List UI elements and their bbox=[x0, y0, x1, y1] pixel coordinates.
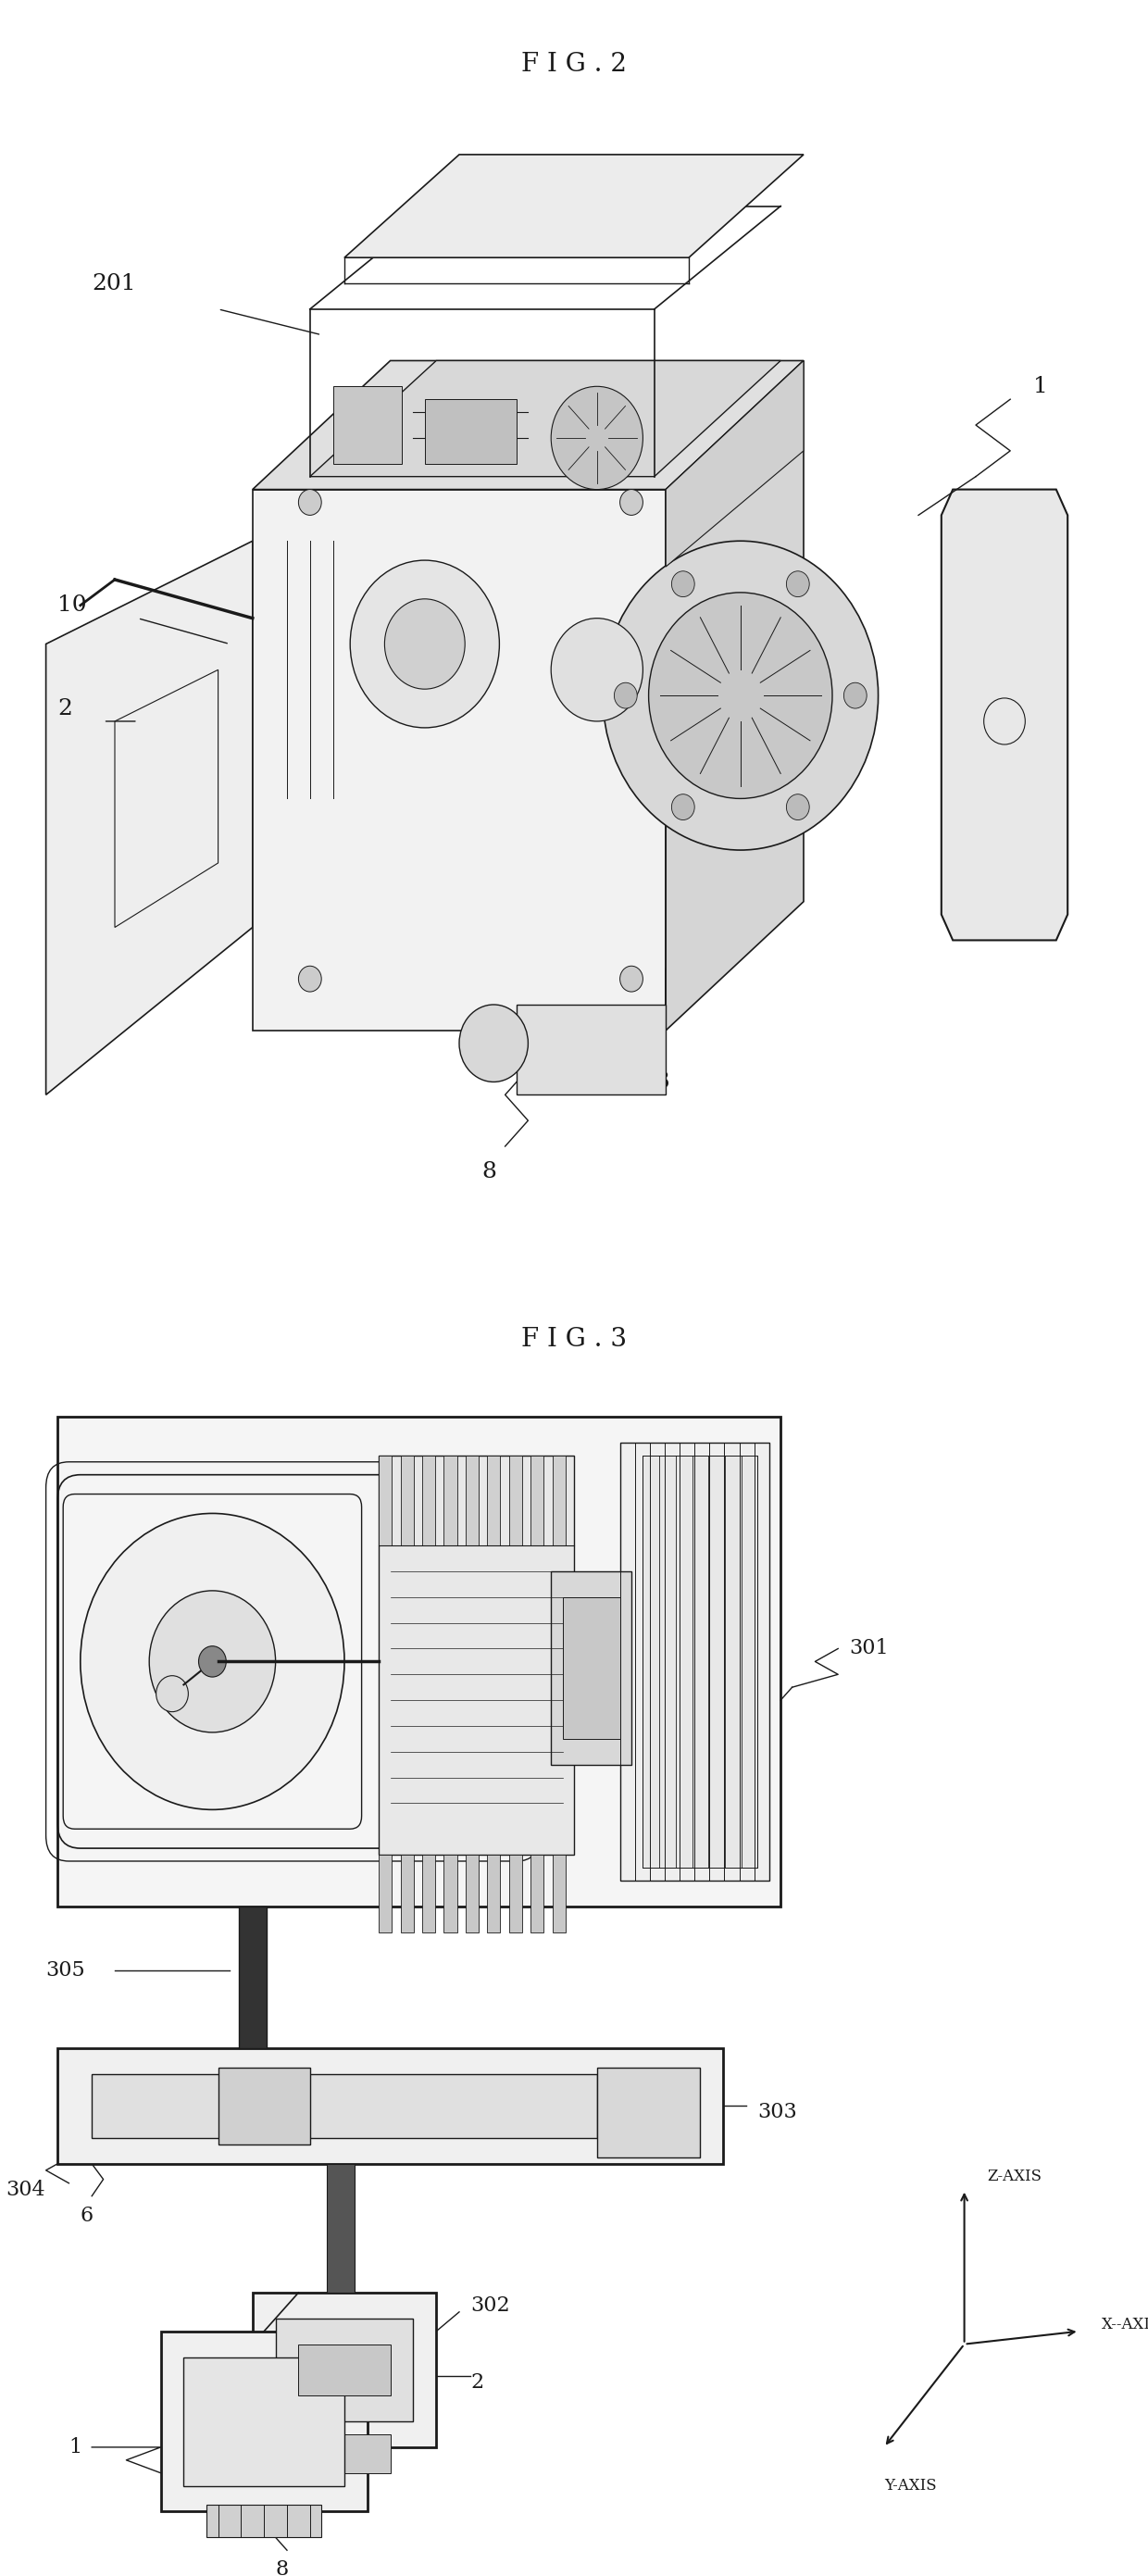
Bar bbox=[509, 1455, 522, 1546]
Circle shape bbox=[844, 683, 867, 708]
Bar bbox=[530, 1455, 544, 1546]
Bar bbox=[401, 1855, 413, 1932]
Polygon shape bbox=[310, 361, 781, 477]
Polygon shape bbox=[666, 361, 804, 567]
Bar bbox=[530, 1855, 544, 1932]
Circle shape bbox=[620, 966, 643, 992]
Polygon shape bbox=[253, 489, 666, 1030]
Text: 2: 2 bbox=[471, 2372, 483, 2393]
Bar bbox=[218, 2066, 310, 2143]
Bar bbox=[207, 2504, 321, 2537]
Bar bbox=[327, 2164, 355, 2293]
Bar bbox=[597, 2066, 700, 2159]
Text: 2: 2 bbox=[57, 698, 72, 719]
Bar bbox=[551, 1571, 631, 1765]
Circle shape bbox=[551, 618, 643, 721]
Text: 8: 8 bbox=[482, 1162, 497, 1182]
Bar bbox=[552, 1855, 565, 1932]
Circle shape bbox=[298, 489, 321, 515]
Bar bbox=[425, 399, 517, 464]
Bar bbox=[92, 2074, 597, 2138]
Text: F I G . 2: F I G . 2 bbox=[521, 52, 627, 77]
Bar bbox=[401, 1455, 413, 1546]
Bar bbox=[643, 1455, 758, 1868]
Bar bbox=[161, 2331, 367, 2512]
Bar bbox=[253, 2293, 436, 2447]
Polygon shape bbox=[46, 541, 253, 1095]
Circle shape bbox=[80, 1515, 344, 1808]
Text: 1: 1 bbox=[69, 2437, 82, 2458]
Bar bbox=[509, 1855, 522, 1932]
Bar bbox=[466, 1455, 479, 1546]
Circle shape bbox=[156, 1674, 188, 1713]
Bar bbox=[422, 1855, 435, 1932]
Bar bbox=[620, 1443, 769, 1880]
Polygon shape bbox=[517, 1005, 666, 1095]
Bar bbox=[379, 1455, 574, 1855]
Polygon shape bbox=[253, 361, 804, 489]
Circle shape bbox=[385, 600, 465, 688]
Circle shape bbox=[350, 562, 499, 726]
Circle shape bbox=[649, 592, 832, 799]
Text: 3: 3 bbox=[654, 1072, 669, 1092]
Polygon shape bbox=[666, 361, 804, 1030]
Bar bbox=[184, 2357, 344, 2486]
Circle shape bbox=[149, 1592, 276, 1734]
Text: 1: 1 bbox=[1033, 376, 1048, 397]
Text: 8: 8 bbox=[276, 2561, 288, 2576]
Bar bbox=[298, 2344, 390, 2396]
Text: 302: 302 bbox=[471, 2295, 510, 2316]
Text: F I G . 3: F I G . 3 bbox=[521, 1327, 627, 1352]
Circle shape bbox=[551, 386, 643, 489]
Bar bbox=[379, 1455, 391, 1546]
Circle shape bbox=[786, 793, 809, 819]
Text: 201: 201 bbox=[92, 273, 135, 294]
Text: 301: 301 bbox=[850, 1638, 889, 1659]
Circle shape bbox=[620, 489, 643, 515]
Text: 304: 304 bbox=[6, 2179, 45, 2200]
Bar bbox=[487, 1455, 501, 1546]
Circle shape bbox=[672, 793, 695, 819]
Text: Z-AXIS: Z-AXIS bbox=[987, 2169, 1042, 2184]
Bar bbox=[239, 1906, 266, 2048]
Circle shape bbox=[199, 1646, 226, 1677]
Circle shape bbox=[786, 572, 809, 598]
Bar bbox=[379, 1855, 391, 1932]
Bar bbox=[57, 1417, 781, 1906]
Text: 305: 305 bbox=[46, 1960, 85, 1981]
Text: 303: 303 bbox=[758, 2102, 797, 2123]
Circle shape bbox=[603, 541, 878, 850]
Bar bbox=[333, 386, 402, 464]
Bar bbox=[444, 1855, 457, 1932]
Bar bbox=[276, 2318, 413, 2421]
Circle shape bbox=[298, 966, 321, 992]
Bar bbox=[57, 2048, 723, 2164]
Bar bbox=[552, 1455, 565, 1546]
Circle shape bbox=[672, 572, 695, 598]
Bar bbox=[563, 1597, 620, 1739]
Bar bbox=[466, 1855, 479, 1932]
Text: 10: 10 bbox=[57, 595, 87, 616]
Circle shape bbox=[459, 1005, 528, 1082]
Text: 6: 6 bbox=[80, 2205, 93, 2226]
Polygon shape bbox=[941, 489, 1068, 940]
Polygon shape bbox=[344, 155, 804, 258]
Bar bbox=[298, 2434, 390, 2473]
Text: Y-AXIS: Y-AXIS bbox=[884, 2478, 937, 2494]
Bar bbox=[422, 1455, 435, 1546]
Bar bbox=[444, 1455, 457, 1546]
Bar bbox=[487, 1855, 501, 1932]
Text: X--AXIS: X--AXIS bbox=[1102, 2316, 1148, 2334]
Circle shape bbox=[614, 683, 637, 708]
